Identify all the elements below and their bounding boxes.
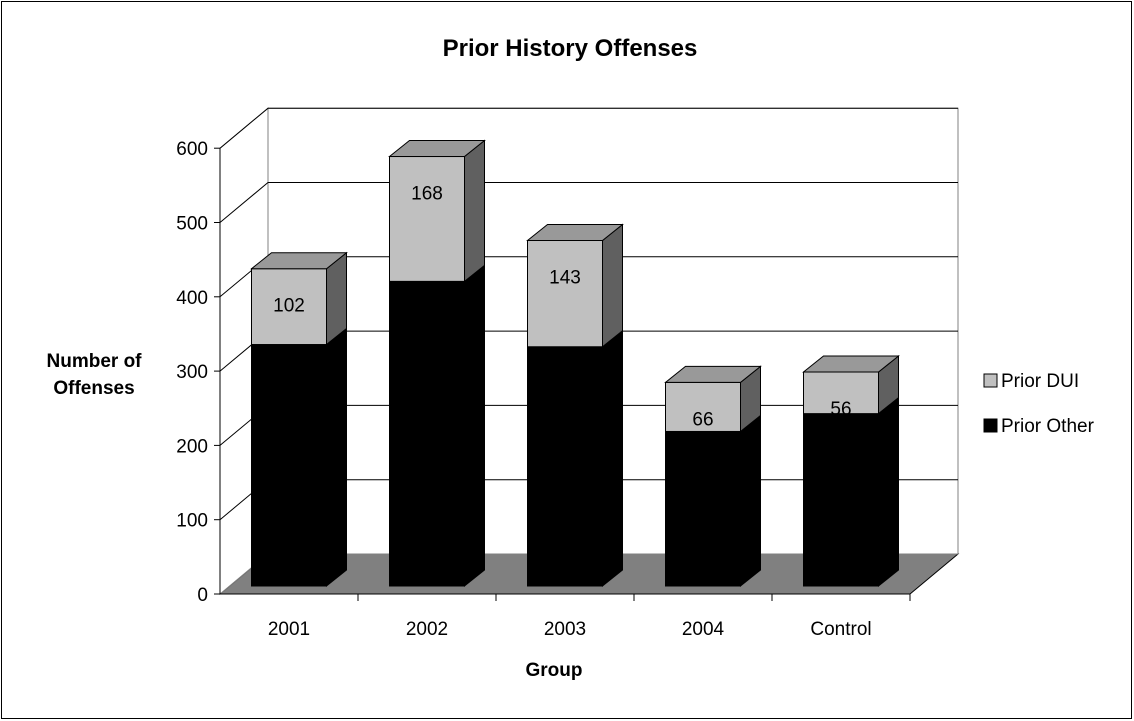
y-tick-label: 300 bbox=[176, 362, 208, 383]
data-label-prior-dui: 56 bbox=[830, 399, 851, 420]
x-tick-label: Control bbox=[810, 619, 871, 640]
legend-label-prior-dui: Prior DUI bbox=[1001, 371, 1079, 392]
bar-prior-other bbox=[527, 346, 603, 587]
bar-prior-dui bbox=[527, 240, 603, 348]
bar-prior-other bbox=[665, 430, 741, 587]
legend-swatch-prior-other bbox=[983, 418, 998, 433]
y-axis-title-line-2: Offenses bbox=[53, 378, 134, 399]
legend-swatch-prior-dui bbox=[983, 373, 998, 388]
gridline bbox=[219, 182, 958, 223]
y-axis-title-line-1: Number of bbox=[47, 351, 143, 372]
x-tick-label: 2004 bbox=[682, 619, 725, 640]
bar-prior-other-side bbox=[740, 414, 761, 588]
bar-prior-dui-top bbox=[526, 224, 624, 242]
bar-prior-dui-top bbox=[250, 252, 348, 270]
bar-prior-other-side bbox=[602, 329, 623, 588]
data-label-prior-dui: 143 bbox=[549, 268, 581, 289]
y-tick-label: 100 bbox=[176, 511, 208, 532]
x-axis-title: Group bbox=[526, 660, 583, 681]
bar-prior-dui-top bbox=[802, 355, 900, 373]
bar-prior-other-side bbox=[878, 396, 899, 588]
data-label-prior-dui: 102 bbox=[273, 296, 305, 317]
y-tick-label: 400 bbox=[176, 288, 208, 309]
legend-label-prior-other: Prior Other bbox=[1001, 416, 1095, 437]
data-label-prior-dui: 168 bbox=[411, 184, 443, 205]
bar-prior-other-side bbox=[326, 327, 347, 588]
bar-prior-dui-side bbox=[602, 223, 623, 348]
x-tick-label: 2003 bbox=[544, 619, 586, 640]
y-tick-label: 600 bbox=[176, 139, 208, 160]
x-tick-label: 2001 bbox=[268, 619, 310, 640]
y-tick-label: 0 bbox=[197, 585, 208, 606]
x-tick-label: 2002 bbox=[406, 619, 448, 640]
bars bbox=[250, 139, 900, 588]
bar-prior-dui bbox=[803, 371, 879, 415]
bar-prior-other-side bbox=[464, 264, 485, 588]
bar-prior-dui-top bbox=[388, 140, 486, 158]
data-labels: 102 168 143 66 56 bbox=[273, 184, 851, 431]
bar-prior-other bbox=[803, 413, 879, 587]
y-tick-label: 500 bbox=[176, 214, 208, 235]
legend: Prior DUI Prior Other bbox=[983, 371, 1095, 437]
bar-prior-dui-top bbox=[664, 365, 762, 383]
bar-prior-other bbox=[389, 280, 465, 587]
bar-prior-dui bbox=[389, 156, 465, 282]
axes: 0 100 200 300 400 500 600 2001 2002 2003 2004 Contr… bbox=[176, 139, 911, 640]
bar-prior-dui-side bbox=[464, 139, 485, 283]
bar-prior-dui bbox=[665, 381, 741, 432]
data-label-prior-dui: 66 bbox=[692, 409, 713, 430]
bar-prior-other bbox=[251, 344, 327, 587]
chart-title: Prior History Offenses bbox=[443, 35, 698, 62]
gridline bbox=[219, 107, 958, 149]
y-tick-label: 200 bbox=[176, 436, 208, 457]
